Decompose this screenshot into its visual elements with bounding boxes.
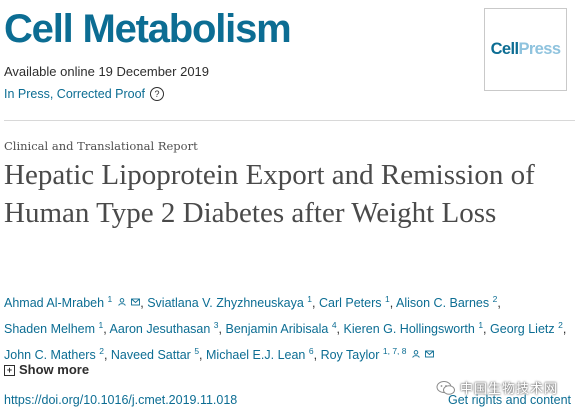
author-name[interactable]: Benjamin Aribisala	[225, 322, 329, 336]
author-affiliation: 6	[308, 346, 314, 356]
author-name[interactable]: John C. Mathers	[4, 348, 96, 362]
author-link[interactable]: Shaden Melhem 1,	[4, 320, 107, 336]
author-separator: ,	[483, 322, 487, 336]
author-affiliation: 2	[99, 346, 104, 356]
author-link[interactable]: Ahmad Al-Mrabeh 1 ,	[4, 294, 144, 310]
show-more-button[interactable]: + Show more	[4, 362, 89, 377]
author-separator: ,	[140, 296, 144, 310]
author-name[interactable]: Roy Taylor	[320, 348, 380, 362]
author-link[interactable]: Aaron Jesuthasan 3,	[109, 320, 222, 336]
author-affiliation: 1, 7, 8	[382, 346, 407, 356]
author-separator: ,	[313, 348, 318, 362]
author-affiliation: 3	[213, 320, 219, 330]
show-more-label[interactable]: Show more	[19, 362, 90, 377]
author-separator: ,	[103, 322, 107, 336]
author-separator: ,	[336, 322, 341, 336]
author-name[interactable]: Ahmad Al-Mrabeh	[4, 296, 105, 310]
watermark: 中国生物技术网	[436, 378, 558, 397]
author-separator: ,	[218, 322, 222, 336]
person-icon[interactable]	[412, 350, 420, 358]
author-separator: ,	[497, 296, 501, 310]
envelope-icon[interactable]	[131, 298, 141, 306]
author-list: Ahmad Al-Mrabeh 1 , Sviatlana V. Zhyzhne…	[4, 288, 570, 366]
article-type: Clinical and Translational Report	[4, 139, 198, 153]
author-name[interactable]: Kieren G. Hollingsworth	[343, 322, 475, 336]
author-link[interactable]: Georg Lietz 2,	[490, 320, 567, 336]
wechat-icon	[436, 380, 455, 395]
author-link[interactable]: Alison C. Barnes 2,	[396, 294, 501, 310]
author-separator: ,	[199, 348, 203, 362]
cellpress-logo[interactable]: CellPress	[484, 8, 567, 91]
header-divider	[4, 120, 575, 121]
doi-link[interactable]: https://doi.org/10.1016/j.cmet.2019.11.0…	[4, 393, 238, 407]
author-link[interactable]: Michael E.J. Lean 6,	[206, 346, 318, 362]
author-affiliation: 1	[478, 320, 484, 330]
author-separator: ,	[562, 322, 567, 336]
watermark-text: 中国生物技术网	[460, 381, 559, 396]
author-name[interactable]: Alison C. Barnes	[396, 296, 490, 310]
article-title: Hepatic Lipoprotein Export and Remission…	[4, 159, 535, 229]
available-online-date: Available online 19 December 2019	[4, 64, 210, 79]
author-affiliation: 4	[331, 320, 337, 330]
help-icon[interactable]: ?	[150, 87, 165, 101]
author-link[interactable]: Carl Peters 1,	[319, 294, 394, 310]
rights-link[interactable]: Get rights and content	[448, 393, 571, 407]
author-name[interactable]: Shaden Melhem	[4, 322, 96, 336]
envelope-icon[interactable]	[425, 350, 435, 358]
author-link[interactable]: Benjamin Aribisala 4,	[225, 320, 341, 336]
person-icon[interactable]	[118, 298, 126, 306]
journal-title[interactable]: Cell Metabolism	[4, 7, 292, 51]
author-name[interactable]: Sviatlana V. Zhyzhneuskaya	[147, 296, 304, 310]
author-name[interactable]: Aaron Jesuthasan	[109, 322, 211, 336]
cellpress-logo-icon: CellPress	[490, 40, 561, 58]
author-affiliation: 1	[98, 320, 104, 330]
author-name[interactable]: Carl Peters	[319, 296, 382, 310]
author-separator: ,	[389, 296, 394, 310]
author-affiliation: 5	[194, 346, 200, 356]
author-name[interactable]: Michael E.J. Lean	[206, 348, 306, 362]
author-separator: ,	[312, 296, 316, 310]
author-affiliation: 1	[307, 294, 313, 304]
author-affiliation: 1	[107, 294, 113, 304]
author-link[interactable]: John C. Mathers 2,	[4, 346, 108, 362]
author-name[interactable]: Georg Lietz	[490, 322, 555, 336]
author-affiliation: 1	[385, 294, 390, 304]
author-link[interactable]: Naveed Sattar 5,	[110, 346, 203, 362]
author-separator: ,	[103, 348, 108, 362]
in-press-label[interactable]: In Press, Corrected Proof	[4, 87, 146, 101]
in-press-status[interactable]: In Press, Corrected Proof?	[4, 87, 165, 101]
plus-icon: +	[4, 365, 15, 376]
author-link[interactable]: Kieren G. Hollingsworth 1,	[343, 320, 487, 336]
author-affiliation: 2	[492, 294, 498, 304]
author-link[interactable]: Sviatlana V. Zhyzhneuskaya 1,	[147, 294, 316, 310]
author-affiliation: 2	[558, 320, 563, 330]
author-name[interactable]: Naveed Sattar	[110, 348, 191, 362]
author-link[interactable]: Roy Taylor 1, 7, 8	[320, 346, 435, 362]
